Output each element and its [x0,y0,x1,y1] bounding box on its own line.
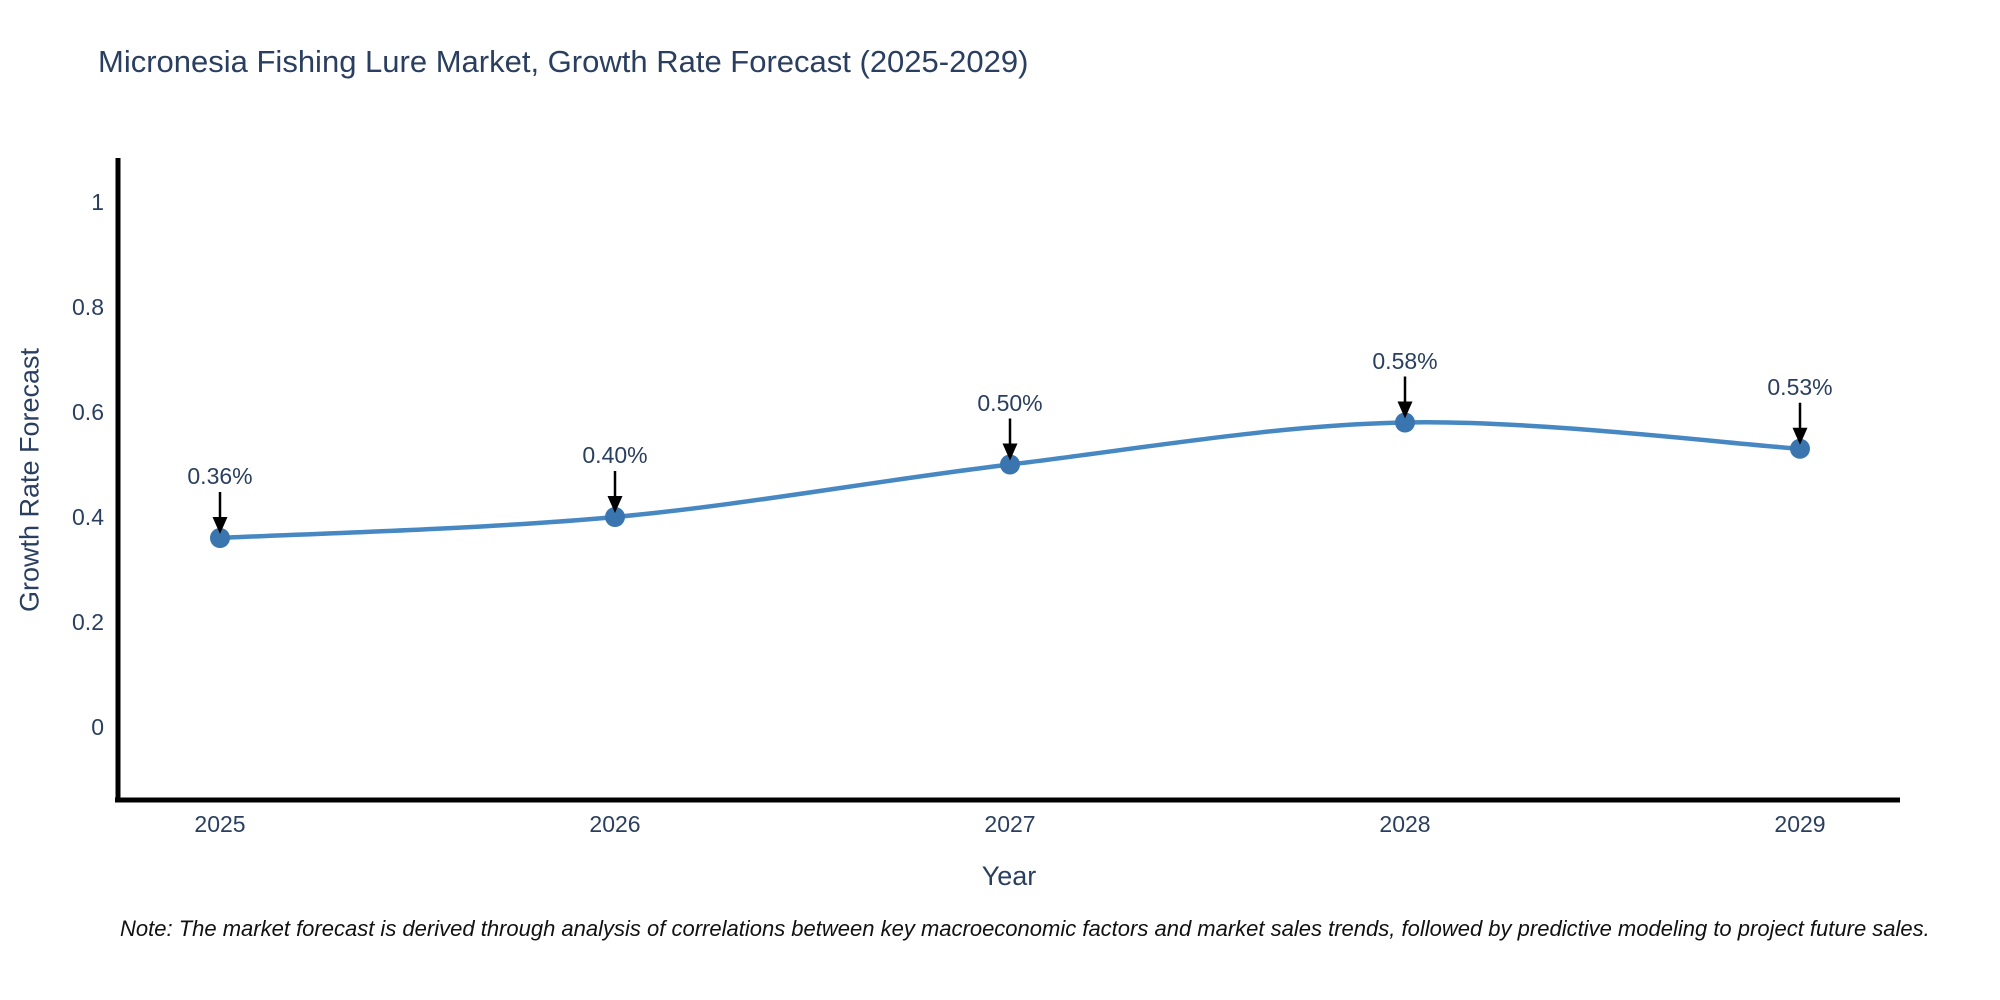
annotation-arrowhead-icon [212,517,228,534]
y-tick-label: 0.2 [72,609,104,635]
data-point-marker [210,528,230,548]
point-annotation: 0.53% [1767,373,1833,400]
y-tick-label: 1 [91,189,104,215]
point-annotation: 0.36% [187,463,253,489]
y-axis-title: Growth Rate Forecast [14,347,45,613]
x-axis-title: Year [981,861,1037,891]
x-tick-label: 2026 [589,811,641,837]
y-tick-label: 0.8 [72,294,104,320]
data-point-marker [1790,438,1810,459]
x-tick-label: 2025 [194,811,246,837]
y-tick-label: 0.6 [72,399,104,425]
annotation-arrowhead-icon [1792,427,1808,445]
annotation-arrowhead-icon [1002,443,1018,461]
point-annotation: 0.58% [1372,347,1438,374]
footnote: Note: The market forecast is derived thr… [120,916,1930,941]
data-point-marker [1395,412,1415,433]
y-tick-label: 0 [91,714,104,740]
annotation-arrowhead-icon [1397,401,1413,419]
x-tick-label: 2028 [1379,811,1431,837]
data-point-marker [1000,454,1020,475]
point-annotation: 0.40% [582,442,648,468]
x-tick-label: 2029 [1774,811,1826,837]
point-annotation: 0.50% [977,389,1043,416]
x-tick-label: 2027 [984,811,1036,837]
chart-title: Micronesia Fishing Lure Market, Growth R… [98,44,1029,79]
y-tick-label: 0.4 [72,504,104,530]
annotation-arrowhead-icon [607,496,623,513]
data-point-marker [605,507,625,527]
